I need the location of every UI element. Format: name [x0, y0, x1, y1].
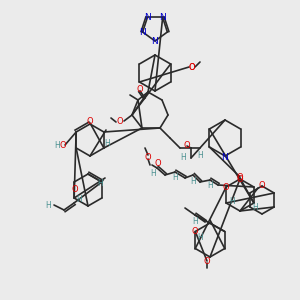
Text: H: H: [229, 197, 235, 206]
Text: N: N: [144, 13, 151, 22]
Text: H: H: [76, 194, 82, 203]
Text: N: N: [139, 28, 146, 37]
Text: H: H: [197, 151, 203, 160]
Text: H: H: [150, 169, 156, 178]
Text: O: O: [87, 116, 93, 125]
Text: N: N: [152, 37, 158, 46]
Text: O: O: [184, 140, 190, 149]
Text: O: O: [237, 172, 243, 182]
Text: O: O: [137, 85, 143, 94]
Text: O: O: [117, 118, 123, 127]
Text: O: O: [72, 185, 78, 194]
Text: O: O: [145, 152, 151, 161]
Text: H: H: [45, 200, 51, 209]
Text: H: H: [192, 218, 198, 226]
Text: O: O: [204, 257, 210, 266]
Text: O: O: [189, 62, 195, 71]
Text: H: H: [104, 139, 110, 148]
Text: O: O: [192, 227, 199, 236]
Text: H: H: [252, 202, 258, 211]
Text: O: O: [60, 140, 66, 149]
Text: H: H: [197, 232, 203, 242]
Text: O: O: [155, 158, 161, 167]
Text: O: O: [237, 175, 243, 184]
Text: H: H: [172, 173, 178, 182]
Text: H: H: [207, 182, 213, 190]
Text: N: N: [159, 13, 166, 22]
Text: H: H: [54, 140, 60, 149]
Text: H: H: [190, 176, 196, 185]
Text: O: O: [223, 182, 230, 191]
Text: O: O: [189, 62, 195, 71]
Text: O: O: [259, 182, 265, 190]
Text: N: N: [222, 154, 228, 163]
Text: H: H: [97, 178, 103, 188]
Text: H: H: [180, 154, 186, 163]
